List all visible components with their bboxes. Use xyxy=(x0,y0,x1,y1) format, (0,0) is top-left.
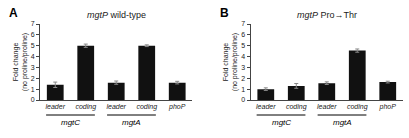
svg-text:5: 5 xyxy=(241,42,245,49)
svg-text:coding: coding xyxy=(286,103,307,111)
svg-text:7: 7 xyxy=(241,20,245,27)
svg-text:coding: coding xyxy=(75,103,96,111)
svg-text:0: 0 xyxy=(31,96,35,103)
svg-text:4: 4 xyxy=(241,53,245,60)
svg-text:2: 2 xyxy=(31,75,35,82)
svg-text:Fold change(no proline/proline: Fold change(no proline/proline) xyxy=(222,33,239,91)
svg-text:phoP: phoP xyxy=(168,103,186,111)
svg-text:mgtP wild-type: mgtP wild-type xyxy=(87,10,146,20)
svg-text:7: 7 xyxy=(31,20,35,27)
svg-text:2: 2 xyxy=(241,75,245,82)
svg-text:coding: coding xyxy=(347,103,368,111)
svg-text:leader: leader xyxy=(46,103,66,110)
svg-text:1: 1 xyxy=(241,86,245,93)
svg-text:leader: leader xyxy=(256,103,276,110)
svg-text:leader: leader xyxy=(106,103,126,110)
svg-text:phoP: phoP xyxy=(379,103,397,111)
svg-text:mgtA: mgtA xyxy=(122,118,141,127)
svg-text:5: 5 xyxy=(31,42,35,49)
svg-text:mgtC: mgtC xyxy=(272,118,291,127)
svg-text:leader: leader xyxy=(317,103,337,110)
svg-text:Fold change(no proline/proline: Fold change(no proline/proline) xyxy=(12,33,29,91)
svg-text:mgtP Pro→Thr: mgtP Pro→Thr xyxy=(297,10,357,20)
svg-text:6: 6 xyxy=(31,31,35,38)
svg-text:6: 6 xyxy=(241,31,245,38)
svg-text:3: 3 xyxy=(241,64,245,71)
svg-text:mgtA: mgtA xyxy=(333,118,352,127)
svg-text:A: A xyxy=(9,6,18,20)
svg-text:1: 1 xyxy=(31,86,35,93)
svg-text:coding: coding xyxy=(136,103,157,111)
svg-text:3: 3 xyxy=(31,64,35,71)
svg-text:B: B xyxy=(220,6,229,20)
svg-text:4: 4 xyxy=(31,53,35,60)
svg-text:mgtC: mgtC xyxy=(61,118,80,127)
svg-text:0: 0 xyxy=(241,96,245,103)
